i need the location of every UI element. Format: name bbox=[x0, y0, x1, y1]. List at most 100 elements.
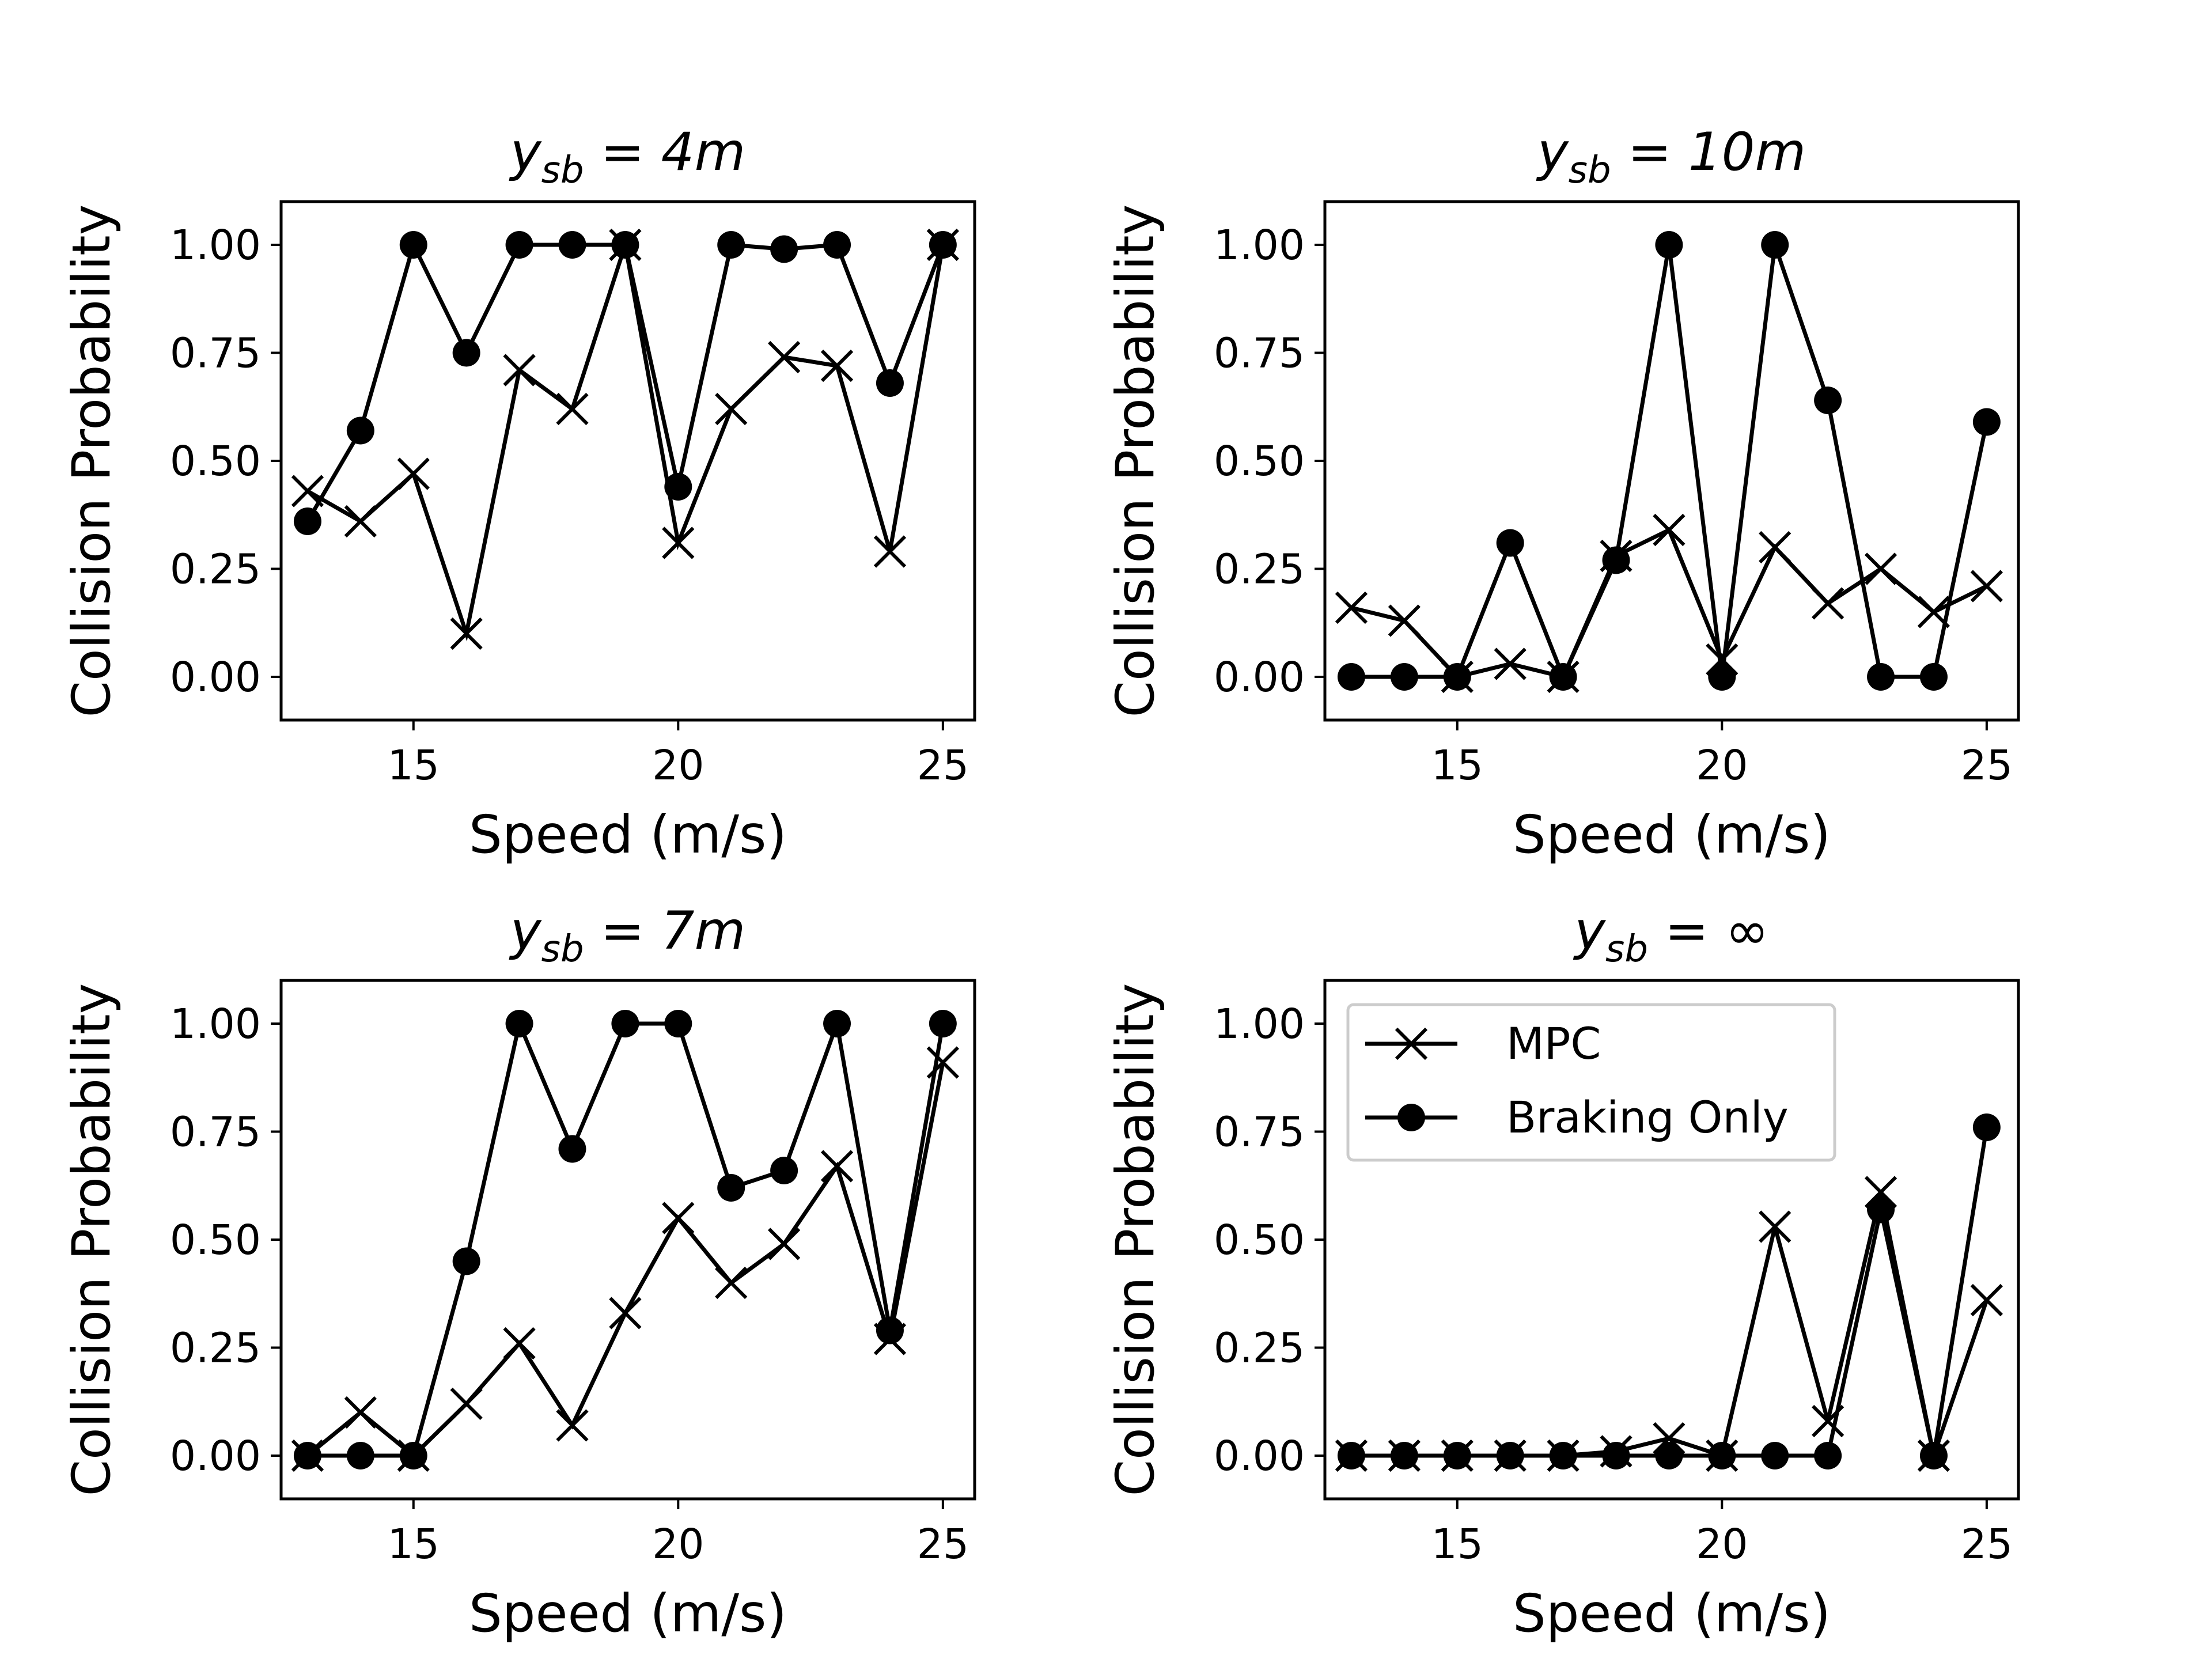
title-value: = ∞ bbox=[1648, 901, 1769, 961]
data-point-x-marker bbox=[450, 1387, 483, 1421]
subplot-title: ysb = ∞ bbox=[1573, 901, 1769, 971]
data-point-circle-marker bbox=[293, 1442, 321, 1469]
y-tick-label: 0.00 bbox=[170, 653, 261, 701]
y-tick-label: 0.50 bbox=[1214, 1216, 1305, 1264]
data-point-circle-marker bbox=[1602, 1442, 1630, 1469]
data-point-x-marker bbox=[1335, 591, 1368, 624]
data-point-circle-marker bbox=[1390, 1442, 1418, 1469]
data-point-x-marker bbox=[609, 1297, 642, 1330]
data-point-circle-marker bbox=[1708, 663, 1736, 691]
y-tick-label: 0.75 bbox=[1214, 329, 1305, 377]
series-line bbox=[305, 239, 945, 522]
data-point-circle-marker bbox=[823, 1010, 851, 1037]
series-line bbox=[1351, 1191, 1989, 1464]
title-variable: y bbox=[509, 901, 542, 961]
data-point-circle-marker bbox=[1972, 1113, 2001, 1141]
subplot-2: 15 20 25 0.00 0.25 0.50 0.75 1.00 Speed (m/s) Col… bbox=[1105, 122, 2020, 865]
data-point-circle-marker bbox=[1972, 408, 2001, 436]
x-axis-label: Speed (m/s) bbox=[469, 805, 787, 865]
y-tick-label: 0.00 bbox=[170, 1432, 261, 1480]
x-tick-label: 25 bbox=[1961, 1520, 2013, 1568]
series-line bbox=[306, 1062, 945, 1459]
data-point-circle-marker bbox=[876, 369, 904, 397]
data-point-x-marker bbox=[503, 1327, 536, 1360]
data-point-circle-marker bbox=[1814, 387, 1842, 414]
data-point-circle-marker bbox=[505, 231, 533, 259]
y-tick-label: 0.00 bbox=[1214, 1432, 1305, 1480]
legend-label: Braking Only bbox=[1506, 1092, 1789, 1143]
series-line bbox=[1351, 244, 1989, 682]
legend-x-marker bbox=[1395, 1027, 1428, 1060]
data-point-x-marker bbox=[1759, 1210, 1791, 1243]
series-braking-only bbox=[1337, 1113, 2001, 1469]
y-tick-label: 0.75 bbox=[1214, 1108, 1305, 1156]
data-point-circle-marker bbox=[664, 473, 692, 501]
data-point-x-marker bbox=[503, 354, 536, 387]
y-tick-label: 0.50 bbox=[170, 437, 261, 485]
data-point-circle-marker bbox=[1602, 546, 1630, 574]
data-point-circle-marker bbox=[1549, 663, 1577, 691]
series-mpc bbox=[291, 228, 959, 650]
legend: MPC Braking Only bbox=[1346, 1003, 1836, 1162]
y-tick-label: 0.00 bbox=[1214, 653, 1305, 701]
title-value: = 4m bbox=[584, 122, 746, 183]
y-tick-label: 1.00 bbox=[170, 1000, 261, 1048]
series-mpc bbox=[1335, 513, 2003, 694]
y-axis-label: Collision Probability bbox=[62, 983, 122, 1496]
data-point-circle-marker bbox=[1761, 1442, 1789, 1469]
y-tick-label: 1.00 bbox=[1214, 1000, 1305, 1048]
legend-label: MPC bbox=[1506, 1018, 1601, 1069]
data-point-circle-marker bbox=[346, 1442, 374, 1469]
series-line bbox=[1351, 527, 1988, 680]
y-tick-label: 0.75 bbox=[170, 329, 261, 377]
title-value: = 7m bbox=[584, 901, 746, 961]
data-point-x-marker bbox=[1864, 552, 1897, 585]
data-point-circle-marker bbox=[717, 231, 745, 259]
subplot-3: 15 20 25 0.00 0.25 0.50 0.75 1.00 Speed (m/s) Col… bbox=[62, 901, 976, 1644]
title-variable: y bbox=[1573, 901, 1606, 961]
data-point-circle-marker bbox=[1496, 1442, 1524, 1469]
x-tick-label: 25 bbox=[917, 741, 969, 789]
data-point-circle-marker bbox=[346, 416, 374, 445]
data-point-circle-marker bbox=[1496, 529, 1524, 557]
data-point-circle-marker bbox=[1867, 1195, 1895, 1224]
series-line bbox=[306, 244, 945, 642]
data-point-x-marker bbox=[715, 1266, 748, 1300]
x-tick-label: 15 bbox=[388, 1520, 440, 1568]
data-point-x-marker bbox=[1970, 570, 2003, 603]
data-point-circle-marker bbox=[1655, 231, 1683, 259]
legend-box bbox=[1346, 1003, 1836, 1162]
axes-frame bbox=[279, 979, 976, 1501]
x-tick-label: 15 bbox=[1431, 741, 1483, 789]
data-point-circle-marker bbox=[1390, 663, 1418, 691]
data-point-circle-marker bbox=[876, 1316, 904, 1344]
subplot-title: ysb = 4m bbox=[509, 122, 745, 192]
series-mpc bbox=[291, 1046, 959, 1472]
y-tick-label: 0.25 bbox=[170, 1324, 261, 1372]
x-tick-label: 15 bbox=[1431, 1520, 1483, 1568]
y-tick-label: 0.25 bbox=[1214, 1324, 1305, 1372]
data-point-circle-marker bbox=[399, 231, 427, 259]
data-point-x-marker bbox=[1653, 513, 1685, 547]
y-axis-label: Collision Probability bbox=[1105, 204, 1166, 717]
data-point-x-marker bbox=[873, 535, 907, 568]
title-variable: y bbox=[1536, 122, 1569, 183]
data-point-x-marker bbox=[820, 1150, 854, 1183]
data-point-x-marker bbox=[1812, 587, 1844, 620]
data-point-circle-marker bbox=[1655, 1442, 1683, 1469]
title-subscript: sb bbox=[1605, 928, 1648, 971]
subplot-4: 15 20 25 0.00 0.25 0.50 0.75 1.00 Speed (m/s) Col… bbox=[1105, 901, 2020, 1644]
data-point-circle-marker bbox=[558, 1135, 586, 1163]
data-point-circle-marker bbox=[611, 231, 639, 259]
title-variable: y bbox=[509, 122, 542, 183]
series-braking-only bbox=[1337, 231, 2001, 691]
y-tick-label: 0.50 bbox=[170, 1216, 261, 1264]
data-point-x-marker bbox=[1388, 604, 1421, 637]
data-point-circle-marker bbox=[452, 1247, 480, 1275]
series-line bbox=[1351, 1127, 1989, 1458]
x-tick-label: 25 bbox=[1961, 741, 2013, 789]
y-axis-label: Collision Probability bbox=[1105, 983, 1166, 1496]
data-point-x-marker bbox=[344, 505, 377, 538]
series-line bbox=[307, 1016, 945, 1458]
